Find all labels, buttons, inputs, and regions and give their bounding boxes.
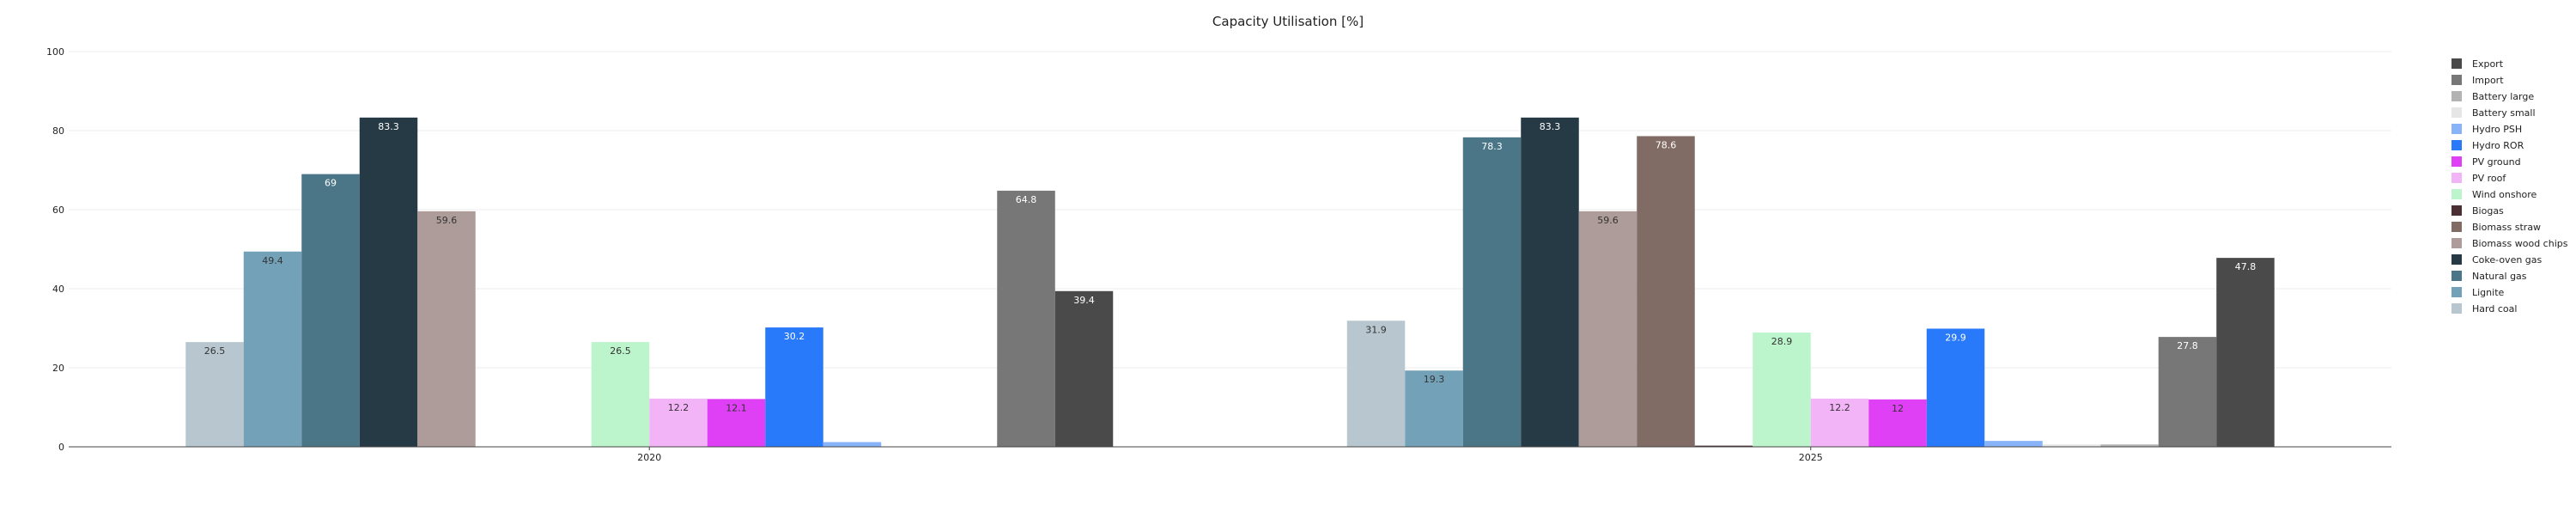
bar-hard-coal-2020 bbox=[185, 342, 244, 447]
data-label-export-2020: 39.4 bbox=[1073, 295, 1095, 306]
y-tick-label: 40 bbox=[52, 284, 64, 295]
data-label-import-2020: 64.8 bbox=[1016, 194, 1037, 205]
bar-pv-roof-2020 bbox=[649, 398, 708, 447]
legend-label-hydro-psh: Hydro PSH bbox=[2472, 124, 2522, 135]
bar-coke-oven-gas-2020 bbox=[359, 117, 418, 447]
legend-label-hard-coal: Hard coal bbox=[2472, 303, 2517, 314]
bar-battery-small-2025 bbox=[2042, 444, 2101, 447]
bar-coke-oven-gas-2025 bbox=[1521, 117, 1579, 447]
bar-import-2020 bbox=[997, 190, 1055, 448]
bar-natural-gas-2025 bbox=[1462, 137, 1522, 447]
bar-import-2025 bbox=[2158, 337, 2217, 447]
legend-label-coke-oven-gas: Coke-oven gas bbox=[2472, 254, 2543, 266]
data-label-natural-gas-2025: 78.3 bbox=[1481, 141, 1503, 152]
legend-swatch-biomass-straw bbox=[2451, 222, 2462, 232]
legend-swatch-wind-onshore bbox=[2451, 189, 2462, 199]
legend-label-battery-small: Battery small bbox=[2472, 107, 2536, 119]
legend-swatch-battery-small bbox=[2451, 107, 2462, 118]
data-label-lignite-2025: 19.3 bbox=[1424, 374, 1445, 385]
bar-pv-roof-2025 bbox=[1810, 398, 1869, 447]
data-label-export-2025: 47.8 bbox=[2235, 261, 2257, 272]
chart-title: Capacity Utilisation [%] bbox=[1212, 14, 1364, 29]
data-label-biomass-wood-chips-2020: 59.6 bbox=[436, 215, 458, 226]
legend-label-export: Export bbox=[2472, 58, 2504, 70]
bar-hard-coal-2025 bbox=[1346, 321, 1406, 447]
bar-biomass-wood-chips-2020 bbox=[417, 211, 476, 447]
legend-swatch-coke-oven-gas bbox=[2451, 254, 2462, 265]
legend-swatch-natural-gas bbox=[2451, 271, 2462, 281]
legend-swatch-import bbox=[2451, 75, 2462, 85]
legend-label-battery-large: Battery large bbox=[2472, 91, 2534, 102]
y-tick-label: 20 bbox=[52, 363, 64, 374]
data-label-hydro-ror-2025: 29.9 bbox=[1945, 332, 1966, 343]
data-label-hydro-ror-2020: 30.2 bbox=[784, 331, 805, 342]
legend-swatch-hydro-psh bbox=[2451, 124, 2462, 134]
bar-battery-large-2025 bbox=[2100, 444, 2159, 447]
legend-swatch-pv-roof bbox=[2451, 173, 2462, 183]
legend-label-pv-ground: PV ground bbox=[2472, 156, 2521, 168]
data-label-wind-onshore-2025: 28.9 bbox=[1771, 336, 1793, 347]
bar-biomass-straw-2025 bbox=[1637, 136, 1695, 447]
bar-export-2020 bbox=[1054, 290, 1114, 447]
bar-wind-onshore-2025 bbox=[1753, 333, 1811, 447]
data-label-natural-gas-2020: 69 bbox=[325, 178, 337, 189]
legend-label-wind-onshore: Wind onshore bbox=[2472, 189, 2537, 200]
bar-lignite-2025 bbox=[1405, 370, 1463, 447]
data-label-biomass-wood-chips-2025: 59.6 bbox=[1597, 215, 1619, 226]
data-label-biomass-straw-2025: 78.6 bbox=[1656, 139, 1677, 150]
bar-hydro-psh-2020 bbox=[823, 442, 882, 447]
y-tick-label: 80 bbox=[52, 125, 64, 137]
data-label-pv-ground-2020: 12.1 bbox=[726, 402, 747, 413]
bars bbox=[185, 117, 2275, 448]
bar-biogas-2025 bbox=[1694, 445, 1753, 447]
legend-swatch-export bbox=[2451, 58, 2462, 69]
data-label-hard-coal-2025: 31.9 bbox=[1365, 324, 1387, 335]
data-label-import-2025: 27.8 bbox=[2177, 340, 2198, 351]
x-tick-label-2020: 2020 bbox=[637, 452, 661, 463]
bar-export-2025 bbox=[2216, 258, 2275, 447]
y-tick-label: 60 bbox=[52, 205, 64, 216]
data-label-wind-onshore-2020: 26.5 bbox=[610, 345, 631, 357]
data-label-pv-roof-2020: 12.2 bbox=[668, 402, 690, 413]
legend: Export Import Battery large Battery small Hy… bbox=[2451, 58, 2568, 314]
bar-biomass-wood-chips-2025 bbox=[1578, 211, 1637, 447]
legend-label-hydro-ror: Hydro ROR bbox=[2472, 140, 2524, 151]
bar-natural-gas-2020 bbox=[301, 174, 360, 447]
bar-wind-onshore-2020 bbox=[591, 342, 650, 447]
data-label-pv-roof-2025: 12.2 bbox=[1829, 402, 1850, 413]
y-tick-label: 100 bbox=[46, 46, 64, 58]
data-label-hard-coal-2020: 26.5 bbox=[204, 345, 226, 357]
bar-hydro-ror-2025 bbox=[1926, 328, 1985, 447]
bar-lignite-2020 bbox=[243, 251, 302, 447]
legend-swatch-battery-large bbox=[2451, 91, 2462, 101]
bar-hydro-ror-2020 bbox=[765, 327, 823, 447]
data-label-lignite-2020: 49.4 bbox=[262, 255, 283, 266]
legend-swatch-biomass-wood-chips bbox=[2451, 238, 2462, 248]
legend-swatch-hydro-ror bbox=[2451, 140, 2462, 150]
legend-swatch-pv-ground bbox=[2451, 156, 2462, 167]
legend-label-biogas: Biogas bbox=[2472, 205, 2504, 217]
legend-label-natural-gas: Natural gas bbox=[2472, 271, 2527, 282]
data-label-pv-ground-2025: 12 bbox=[1892, 403, 1904, 414]
bar-pv-ground-2020 bbox=[707, 399, 766, 447]
x-tick-label-2025: 2025 bbox=[1799, 452, 1823, 463]
legend-label-pv-roof: PV roof bbox=[2472, 173, 2506, 184]
data-label-coke-oven-gas-2020: 83.3 bbox=[378, 121, 399, 132]
data-label-coke-oven-gas-2025: 83.3 bbox=[1540, 121, 1561, 132]
legend-label-biomass-straw: Biomass straw bbox=[2472, 222, 2541, 233]
data-labels: 26.5 49.4 69 83.3 59.6 26.5 12.2 12.1 30.2 64.8 39… bbox=[204, 121, 2257, 414]
legend-label-biomass-wood-chips: Biomass wood chips bbox=[2472, 238, 2568, 249]
legend-label-lignite: Lignite bbox=[2472, 287, 2505, 298]
axes: 0 20 40 60 80 100 2020 2025 bbox=[46, 46, 2391, 463]
bar-hydro-psh-2025 bbox=[1984, 441, 2043, 447]
legend-swatch-lignite bbox=[2451, 287, 2462, 297]
legend-label-import: Import bbox=[2472, 75, 2504, 86]
legend-swatch-hard-coal bbox=[2451, 303, 2462, 314]
bar-pv-ground-2025 bbox=[1868, 399, 1927, 447]
y-tick-label: 0 bbox=[58, 442, 64, 453]
legend-swatch-biogas bbox=[2451, 205, 2462, 216]
